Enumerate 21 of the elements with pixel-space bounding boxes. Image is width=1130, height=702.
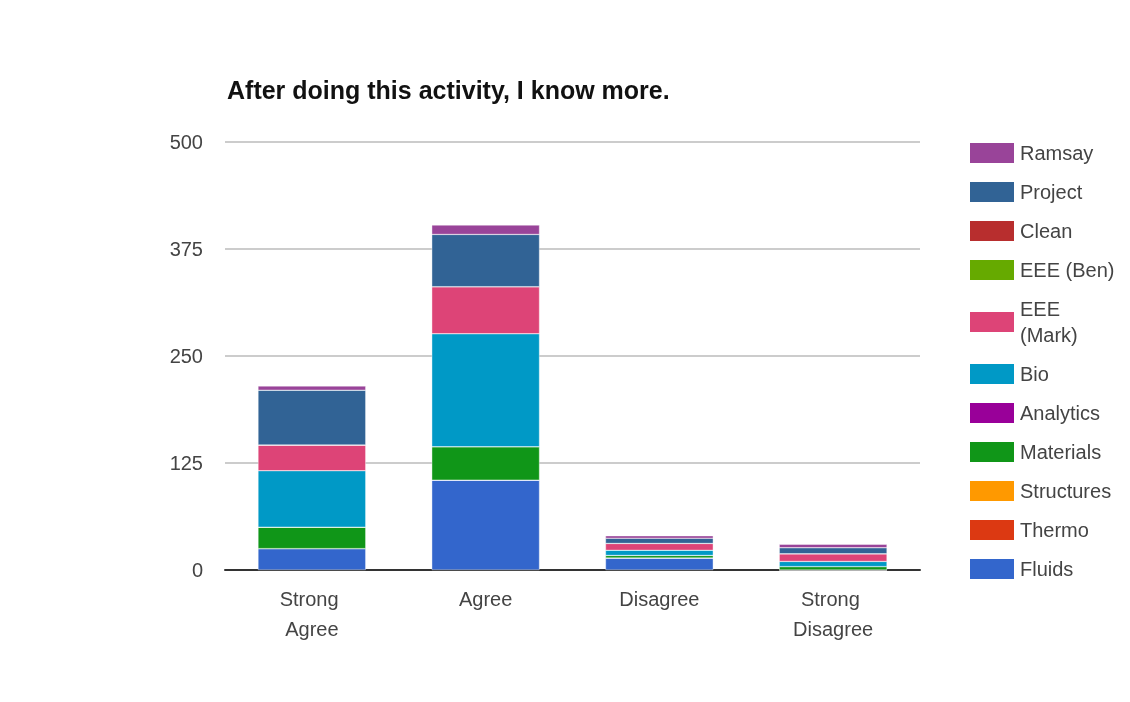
legend-label: EEE (Ben): [1020, 259, 1115, 281]
x-tick-label: Strong Disagree: [793, 588, 874, 640]
x-tick-label: Strong Agree: [279, 588, 345, 640]
y-tick-label: 500: [169, 131, 203, 153]
chart-title: After doing this activity, I know more.: [227, 75, 670, 104]
legend-label: Ramsay: [1020, 142, 1094, 164]
legend-label: Analytics: [1020, 402, 1101, 424]
legend-label: Materials: [1020, 441, 1102, 463]
legend-label: EEE (Mark): [1020, 298, 1078, 346]
x-tick-label: Agree: [458, 588, 513, 610]
legend-label: Fluids: [1020, 558, 1074, 580]
legend-label: Bio: [1020, 363, 1049, 385]
x-tick-label: Disagree: [619, 588, 700, 610]
legend-label: Structures: [1020, 480, 1112, 502]
y-tick-label: 250: [169, 345, 203, 367]
y-tick-label: 0: [191, 559, 203, 581]
y-tick-label: 375: [169, 238, 203, 260]
y-tick-label: 125: [169, 452, 203, 474]
legend-label: Project: [1020, 181, 1083, 203]
legend-label: Thermo: [1020, 519, 1089, 541]
legend-label: Clean: [1020, 220, 1073, 242]
